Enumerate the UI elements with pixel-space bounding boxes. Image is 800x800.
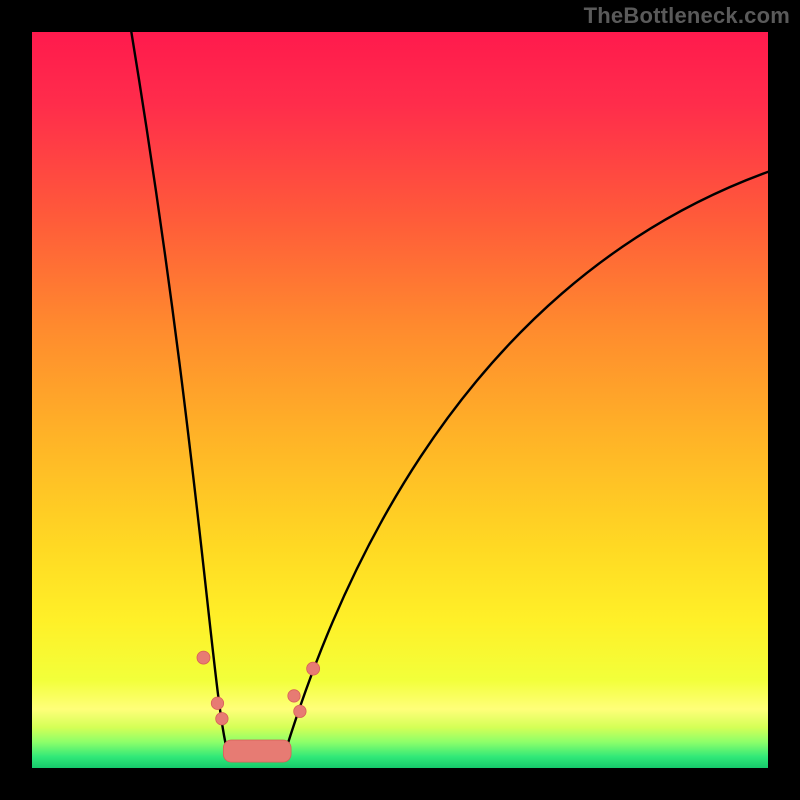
data-marker — [307, 662, 320, 675]
data-marker — [288, 690, 300, 702]
bottleneck-curve — [131, 32, 768, 750]
plot-svg — [32, 32, 768, 768]
data-marker — [211, 697, 223, 709]
valley-marker-bar — [223, 740, 291, 762]
watermark-text: TheBottleneck.com — [584, 3, 790, 29]
data-marker — [197, 651, 210, 664]
chart-stage: TheBottleneck.com — [0, 0, 800, 800]
data-marker — [216, 712, 228, 724]
data-marker — [294, 705, 306, 717]
